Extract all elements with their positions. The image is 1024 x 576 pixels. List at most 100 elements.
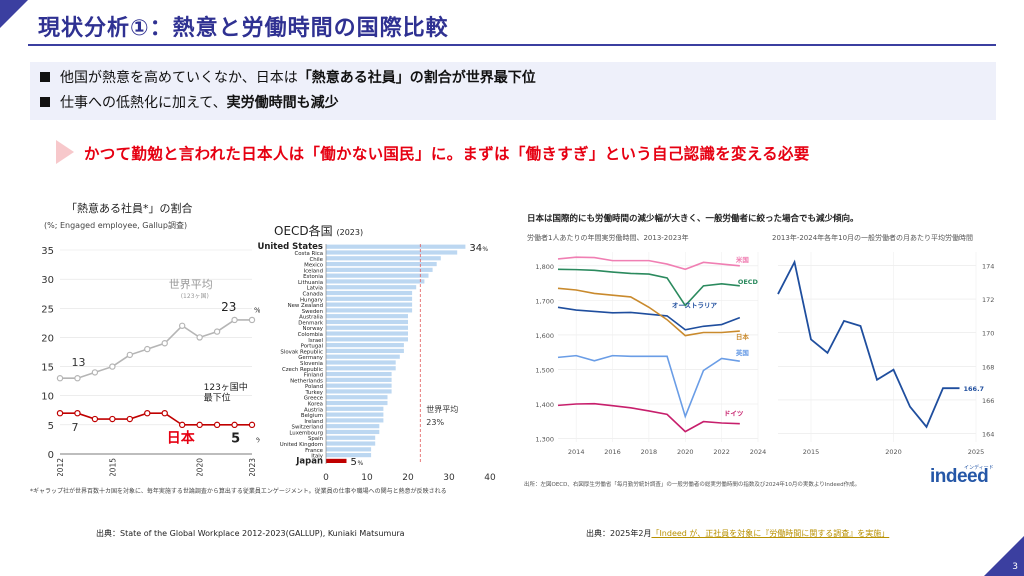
oecd-bar	[326, 360, 396, 365]
oecd-bar	[326, 261, 437, 267]
japan-point	[178, 421, 186, 429]
oecd-country-label: Portugal	[301, 344, 323, 350]
oecd-bar	[326, 267, 433, 272]
series-label: 米国	[736, 255, 750, 264]
oecd-bar	[326, 435, 376, 440]
y-tick-label: 10	[41, 392, 54, 403]
oecd-country-label: United Kingdom	[280, 442, 323, 448]
title-divider	[28, 44, 996, 46]
oecd-bar	[326, 348, 404, 353]
oecd-country-label: United States	[257, 242, 323, 252]
oecd-country-label: Latvia	[307, 286, 323, 292]
series-label: ドイツ	[724, 410, 744, 418]
oecd-bar	[326, 319, 408, 325]
x-tick-label: 10	[361, 473, 373, 483]
oecd-bar	[326, 337, 408, 342]
y-tick-label: 0	[48, 450, 54, 461]
world-average-point	[144, 345, 151, 353]
oecd-country-label: Korea	[308, 402, 323, 408]
oecd-bar	[326, 371, 392, 377]
key-message: かつて勤勉と言われた日本人は「働かない国民」に。まずは「働きすぎ」という自己認識…	[84, 145, 810, 163]
page-title: 現状分析①：熱意と労働時間の国際比較	[38, 16, 449, 41]
oecd-year-text: (2023)	[336, 228, 364, 237]
series-label: OECD	[738, 278, 759, 286]
oecd-bar	[326, 273, 429, 278]
arrow-right-icon	[56, 140, 74, 164]
x-tick-label: 2015	[108, 458, 117, 476]
hours-series-line	[557, 354, 740, 419]
oecd-country-label: Lithuania	[298, 280, 323, 286]
oecd-country-label: Germany	[298, 355, 324, 361]
oecd-bar	[326, 290, 413, 296]
world-average-point	[91, 369, 99, 376]
oecd-country-label: Chile	[310, 257, 324, 263]
oecd-bar	[326, 325, 408, 330]
y-tick-label: 164	[982, 431, 994, 439]
world-average-label: 世界平均	[426, 404, 458, 414]
japan-series-label: 日本	[167, 429, 196, 446]
world-average-series-sublabel: (123ヶ国)	[181, 293, 209, 300]
oecd-country-label: Iceland	[303, 268, 323, 274]
x-tick-label: 2020	[885, 448, 902, 456]
corner-decoration-top-left	[0, 0, 28, 28]
oecd-country-label: Finland	[304, 373, 323, 379]
bullet-emphasis: 実労働時間も減少	[226, 95, 339, 111]
y-tick-label: 1,300	[535, 436, 554, 444]
x-tick-label: 20	[402, 473, 414, 483]
indeed-logo-subtext: インディード	[964, 465, 994, 471]
japan-point	[161, 409, 168, 417]
oecd-bar	[326, 429, 380, 435]
oecd-bar	[326, 406, 384, 411]
summary-box: 他国が熱意を高めていくなか、日本は「熱意ある社員」の割合が世界最下位 仕事への低…	[30, 62, 996, 120]
square-bullet-icon	[40, 72, 50, 82]
world-end-label: 23	[221, 300, 236, 314]
oecd-chart-title: OECD各国 (2023)	[274, 222, 363, 239]
source-right-text: 出典：2025年2月	[586, 529, 652, 538]
oecd-bar	[326, 395, 388, 400]
hours-series-line	[557, 256, 740, 271]
japan-point	[144, 409, 151, 417]
oecd-country-label: Sweden	[302, 309, 323, 315]
source-right-link[interactable]: 「Indeed が、正社員を対象に『労働時間に関する調査』を実施」	[651, 529, 890, 538]
y-tick-label: 5	[48, 421, 54, 432]
oecd-bar	[326, 389, 392, 394]
japan-point	[196, 421, 203, 429]
y-tick-label: 168	[982, 363, 994, 371]
world-start-label: 13	[71, 356, 85, 369]
world-average-point	[248, 316, 256, 324]
oecd-country-label: Japan	[295, 456, 323, 466]
engagement-trend-chart: 0 5 10 15 20 25 30 35 2012 2015 2020 2023 13 7 世界平均 (12…	[41, 246, 260, 476]
working-hours-footnote: 出所：左図OECD、右図厚生労働省「毎月勤労統計調査」の一般労働者の総実労働時間…	[524, 482, 861, 488]
oecd-country-label: Belgium	[301, 413, 323, 419]
x-tick-label: 2023	[248, 458, 257, 476]
y-tick-label: 35	[41, 246, 54, 257]
oecd-bar	[326, 296, 413, 301]
world-average-value: 23%	[426, 418, 444, 427]
oecd-country-label: Ireland	[304, 419, 323, 425]
japan-rank-label: 最下位	[204, 391, 231, 403]
oecd-country-label: Slovak Republic	[280, 349, 323, 355]
oecd-country-label: Turkey	[304, 390, 323, 396]
x-tick-label: 40	[484, 473, 496, 483]
monthly-hours-line	[777, 259, 960, 429]
oecd-bar	[326, 244, 466, 249]
oecd-country-label: Costa Rica	[294, 251, 323, 257]
x-tick-label: 2020	[196, 458, 205, 476]
x-tick-label: 2012	[56, 458, 65, 476]
monthly-working-hours-chart: 164 166 168 170 172 174 2015 2020 2025 166.7	[777, 252, 994, 456]
y-tick-label: 166	[982, 397, 994, 405]
oecd-country-label: Israel	[308, 338, 323, 344]
japan-point	[213, 421, 221, 429]
japan-point	[126, 415, 134, 423]
oecd-bar	[326, 383, 392, 388]
oecd-bar	[326, 354, 400, 359]
y-tick-label: 1,700	[535, 297, 554, 305]
oecd-country-label: Italy	[311, 454, 324, 460]
world-average-point	[74, 375, 81, 382]
japan-line	[60, 412, 252, 426]
japan-value-label: 5	[351, 457, 357, 468]
oecd-bar	[326, 302, 413, 307]
x-tick-label: 2014	[568, 448, 585, 456]
annual-working-hours-chart: 1,300 1,400 1,500 1,600 1,700 1,800 2014 2016 20…	[535, 252, 766, 456]
